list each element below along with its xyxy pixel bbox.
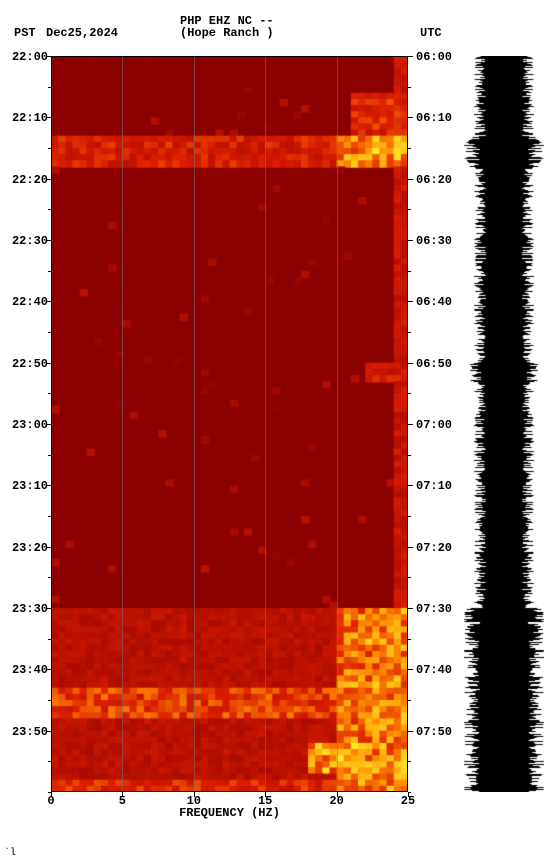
y-minor-tick (408, 332, 411, 333)
y-minor-tick (408, 179, 411, 180)
y-tick-left: 22:20 (4, 173, 48, 187)
y-tick-left: 22:40 (4, 295, 48, 309)
y-minor-tick (408, 209, 411, 210)
x-tick-mark (122, 792, 123, 797)
y-minor-tick (408, 639, 411, 640)
y-tick-left: 22:30 (4, 234, 48, 248)
grid-line (337, 56, 338, 792)
grid-line (265, 56, 266, 792)
y-minor-tick (48, 148, 51, 149)
y-minor-tick (408, 700, 411, 701)
grid-line (194, 56, 195, 792)
footer-mark: `l (4, 848, 16, 859)
y-tick-right: 07:00 (416, 418, 452, 432)
x-tick-mark (194, 792, 195, 797)
y-minor-tick (408, 485, 411, 486)
y-minor-tick (408, 117, 411, 118)
y-minor-tick (48, 639, 51, 640)
y-tick-left: 22:50 (4, 357, 48, 371)
y-minor-tick (408, 56, 411, 57)
y-tick-left: 23:00 (4, 418, 48, 432)
x-tick-mark (408, 792, 409, 797)
y-tick-right: 07:10 (416, 479, 452, 493)
y-minor-tick (48, 731, 51, 732)
y-tick-right: 06:40 (416, 295, 452, 309)
y-tick-right: 06:50 (416, 357, 452, 371)
y-minor-tick (48, 761, 51, 762)
y-minor-tick (408, 669, 411, 670)
y-tick-right: 07:50 (416, 725, 452, 739)
y-tick-left: 23:50 (4, 725, 48, 739)
y-minor-tick (408, 148, 411, 149)
y-minor-tick (408, 271, 411, 272)
y-tick-left: 23:30 (4, 602, 48, 616)
y-minor-tick (48, 179, 51, 180)
y-minor-tick (48, 209, 51, 210)
y-tick-left: 23:10 (4, 479, 48, 493)
station-name: (Hope Ranch ) (180, 26, 274, 40)
y-minor-tick (48, 56, 51, 57)
x-axis-title: FREQUENCY (HZ) (51, 806, 408, 820)
y-minor-tick (48, 424, 51, 425)
y-minor-tick (408, 516, 411, 517)
y-minor-tick (48, 608, 51, 609)
grid-line (122, 56, 123, 792)
y-minor-tick (408, 731, 411, 732)
y-minor-tick (48, 117, 51, 118)
y-minor-tick (48, 363, 51, 364)
x-tick-mark (265, 792, 266, 797)
y-tick-left: 22:00 (4, 50, 48, 64)
y-minor-tick (408, 393, 411, 394)
spectrogram-canvas (51, 56, 408, 792)
y-minor-tick (48, 669, 51, 670)
y-minor-tick (48, 393, 51, 394)
y-minor-tick (408, 761, 411, 762)
y-minor-tick (48, 547, 51, 548)
pst-label: PST (14, 26, 36, 40)
y-minor-tick (48, 455, 51, 456)
x-tick-mark (337, 792, 338, 797)
y-minor-tick (408, 363, 411, 364)
y-minor-tick (48, 240, 51, 241)
y-minor-tick (48, 301, 51, 302)
utc-label: UTC (420, 26, 442, 40)
y-tick-right: 06:00 (416, 50, 452, 64)
y-minor-tick (48, 87, 51, 88)
x-tick-mark (51, 792, 52, 797)
y-minor-tick (48, 577, 51, 578)
y-minor-tick (408, 455, 411, 456)
waveform-panel (464, 56, 544, 792)
waveform-canvas (464, 56, 544, 792)
y-minor-tick (48, 485, 51, 486)
y-tick-left: 23:20 (4, 541, 48, 555)
y-minor-tick (408, 547, 411, 548)
spectrogram-plot (51, 56, 408, 792)
y-tick-left: 22:10 (4, 111, 48, 125)
y-minor-tick (408, 87, 411, 88)
date-label: Dec25,2024 (46, 26, 118, 40)
y-minor-tick (408, 301, 411, 302)
y-minor-tick (408, 577, 411, 578)
y-minor-tick (408, 240, 411, 241)
y-tick-right: 07:40 (416, 663, 452, 677)
y-minor-tick (48, 700, 51, 701)
y-tick-right: 07:30 (416, 602, 452, 616)
y-tick-right: 06:30 (416, 234, 452, 248)
y-minor-tick (48, 271, 51, 272)
y-tick-right: 07:20 (416, 541, 452, 555)
y-minor-tick (408, 608, 411, 609)
y-minor-tick (408, 424, 411, 425)
y-tick-right: 06:10 (416, 111, 452, 125)
y-tick-left: 23:40 (4, 663, 48, 677)
y-minor-tick (48, 516, 51, 517)
y-tick-right: 06:20 (416, 173, 452, 187)
y-minor-tick (48, 332, 51, 333)
